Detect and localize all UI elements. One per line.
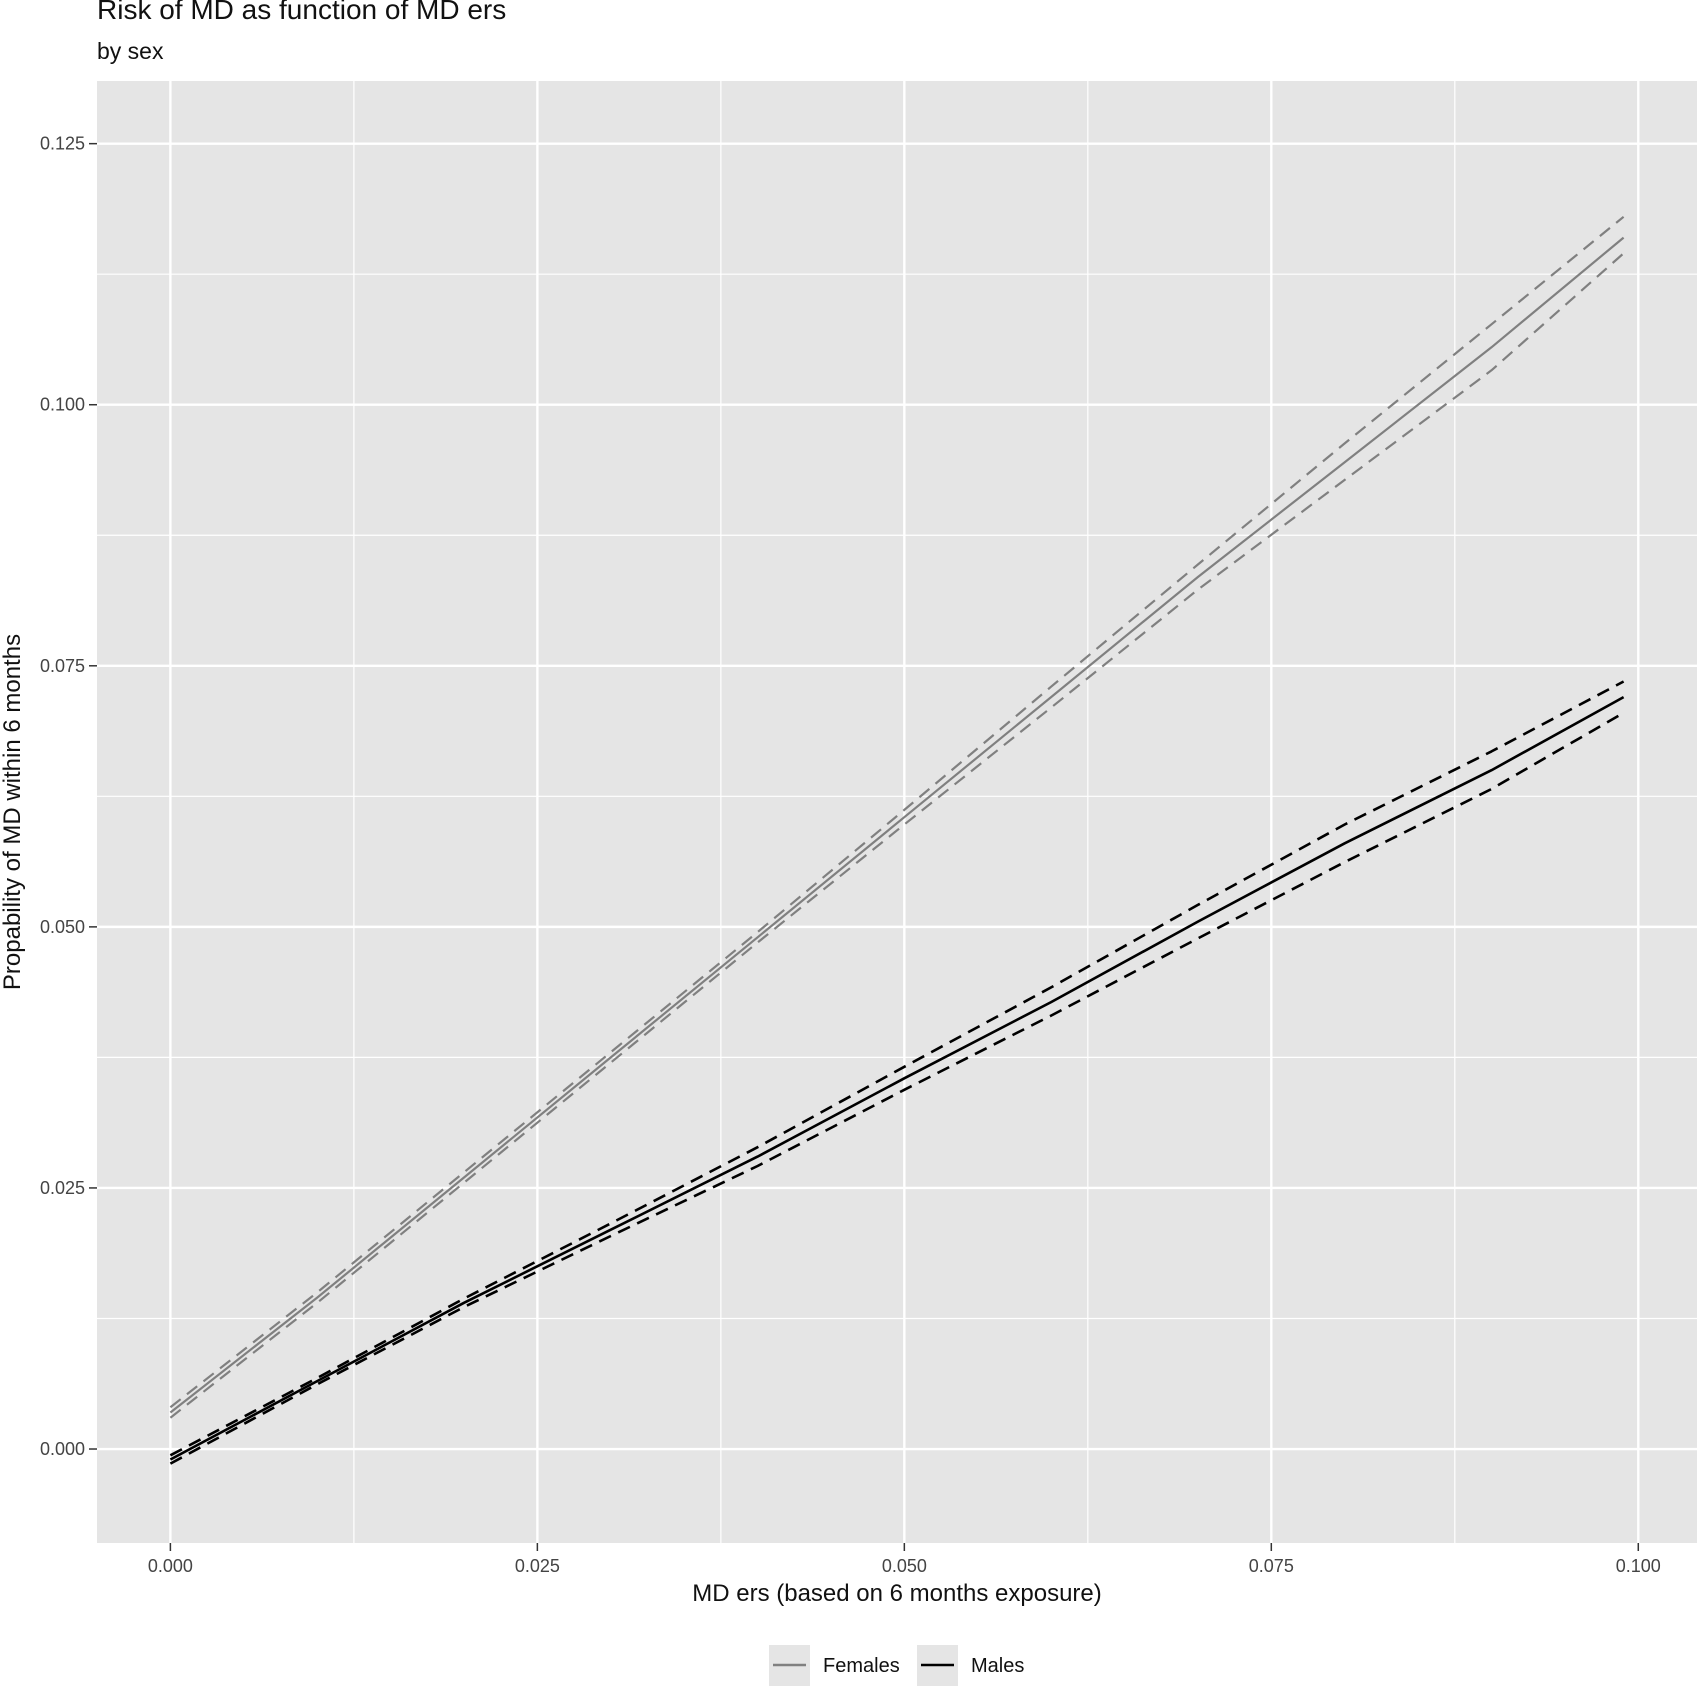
series-line-females-dashed-upper [169,215,1625,1409]
plot-panel [97,81,1697,1543]
y-axis: 0.000 0.025 0.050 0.075 0.100 0.125 [40,134,97,1459]
legend-label-females: Females [823,1655,900,1677]
series-line-males-dashed-upper [169,680,1625,1457]
x-axis-title: MD ers (based on 6 months exposure) [692,1580,1102,1607]
y-tick-label: 0.100 [40,395,85,415]
legend-label-males: Males [971,1655,1024,1677]
x-tick-label: 0.000 [148,1556,193,1576]
chart-title: Risk of MD as function of MD ers [97,0,507,25]
x-tick-label: 0.100 [1616,1556,1661,1576]
series-lines [169,215,1625,1465]
x-tick-label: 0.075 [1249,1556,1294,1576]
series-line-females-solid [169,236,1625,1414]
y-tick-label: 0.000 [40,1439,85,1459]
x-tick-label: 0.025 [515,1556,560,1576]
y-axis-title: Propability of MD within 6 months [0,634,26,990]
grid-major-lines [97,81,1697,1543]
x-tick-label: 0.050 [882,1556,927,1576]
series-line-males-dashed-lower [169,711,1625,1465]
y-tick-label: 0.025 [40,1178,85,1198]
y-tick-label: 0.075 [40,656,85,676]
y-tick-label: 0.050 [40,917,85,937]
series-line-males-solid [169,695,1625,1461]
y-tick-label: 0.125 [40,134,85,154]
x-axis: 0.000 0.025 0.050 0.075 0.100 [148,1543,1661,1576]
legend: Females Males [769,1645,1024,1686]
grid-minor-lines [97,81,1697,1543]
chart-subtitle: by sex [97,38,164,64]
series-line-females-dashed-lower [169,252,1625,1419]
